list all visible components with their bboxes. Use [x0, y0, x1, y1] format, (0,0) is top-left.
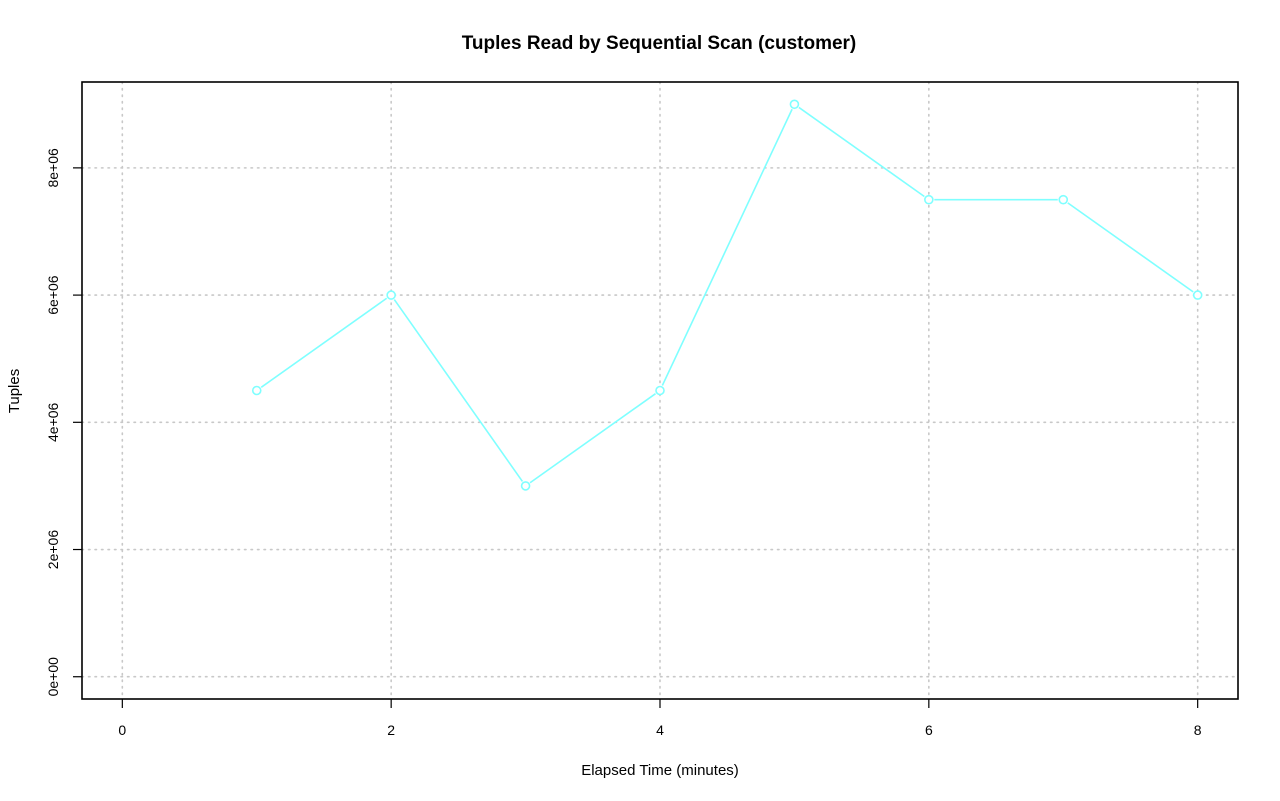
series-line-segment — [661, 108, 793, 386]
data-point — [1192, 290, 1203, 300]
y-tick-label: 0e+00 — [45, 657, 61, 697]
y-axis-label: Tuples — [6, 369, 23, 413]
y-tick-label: 8e+06 — [45, 148, 61, 188]
series-line-segment — [529, 393, 656, 484]
series-layer — [251, 99, 1203, 491]
data-point — [386, 290, 396, 300]
grid — [81, 81, 1239, 700]
x-tick-label: 8 — [1194, 722, 1202, 738]
data-point — [655, 385, 665, 396]
data-point — [1058, 194, 1069, 205]
chart-title: Tuples Read by Sequential Scan (customer… — [462, 33, 857, 54]
data-point — [520, 481, 531, 491]
y-tick-label: 6e+06 — [45, 275, 61, 315]
x-tick-label: 0 — [118, 722, 126, 738]
series-line-segment — [393, 299, 524, 482]
x-axis-label: Elapsed Time (minutes) — [581, 762, 739, 779]
y-tick-label: 2e+06 — [45, 530, 61, 570]
y-axis: 0e+00 2e+06 4e+06 6e+06 8e+06 — [45, 148, 82, 696]
x-tick-label: 4 — [656, 722, 664, 738]
data-point — [251, 385, 262, 396]
series-line-segment — [1067, 202, 1194, 293]
series-line-segment — [260, 297, 388, 388]
data-point — [924, 194, 934, 205]
data-point — [789, 99, 800, 110]
series-line-segment — [798, 106, 925, 198]
x-tick-label: 2 — [387, 722, 395, 738]
y-tick-label: 4e+06 — [45, 402, 61, 442]
x-tick-label: 6 — [925, 722, 933, 738]
x-axis: 0 2 4 6 8 — [118, 699, 1202, 738]
